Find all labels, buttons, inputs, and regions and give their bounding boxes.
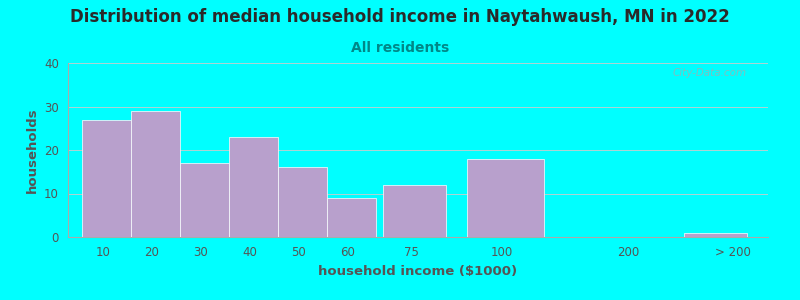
Text: All residents: All residents <box>351 40 449 55</box>
Bar <box>327 198 376 237</box>
Bar <box>229 137 278 237</box>
Bar <box>684 233 747 237</box>
Text: Distribution of median household income in Naytahwaush, MN in 2022: Distribution of median household income … <box>70 8 730 26</box>
Bar <box>467 159 544 237</box>
X-axis label: household income ($1000): household income ($1000) <box>318 265 518 278</box>
Bar <box>131 111 180 237</box>
Bar <box>383 185 446 237</box>
Bar <box>82 119 131 237</box>
Bar <box>278 167 327 237</box>
Text: City-Data.com: City-Data.com <box>673 68 747 78</box>
Bar <box>180 163 229 237</box>
Y-axis label: households: households <box>26 107 38 193</box>
